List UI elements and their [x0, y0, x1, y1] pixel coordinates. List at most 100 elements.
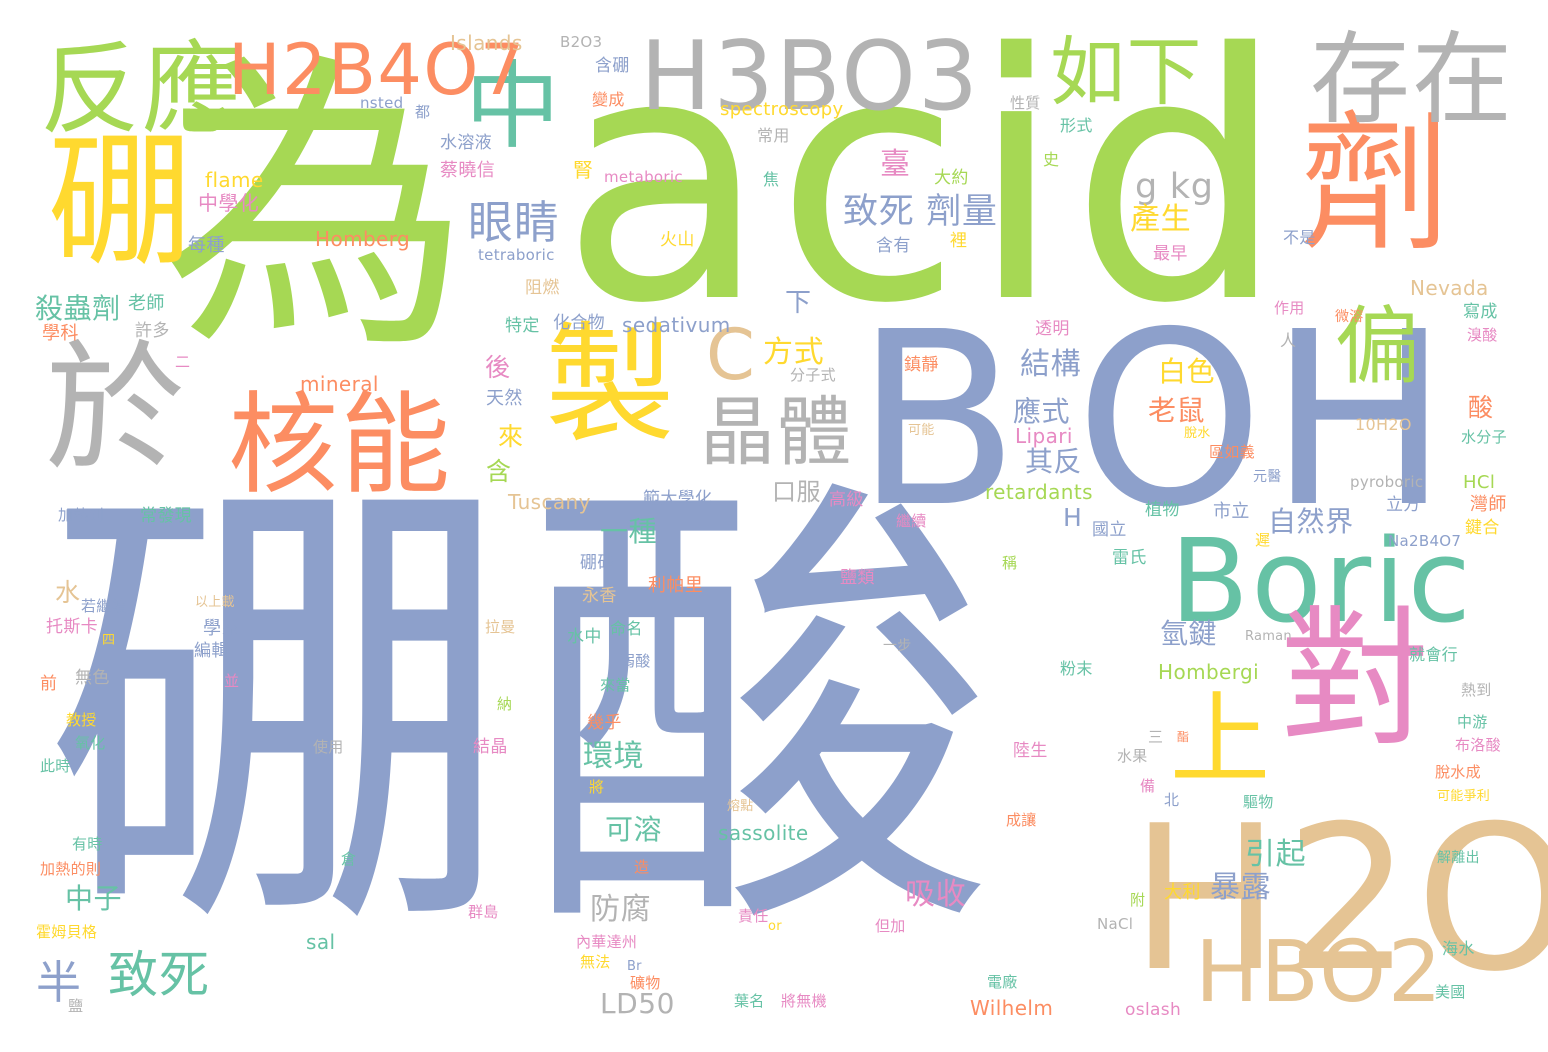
cloud-word: 弱酸: [620, 652, 651, 670]
cloud-word: 酸: [1468, 393, 1494, 422]
cloud-word: 將: [589, 778, 605, 796]
cloud-word: 特定: [505, 316, 540, 336]
cloud-word: 含: [486, 457, 512, 486]
cloud-word: sal: [306, 930, 336, 954]
cloud-word: 製: [545, 309, 678, 461]
cloud-word: 不是: [1283, 228, 1316, 247]
cloud-word: 幾乎: [587, 713, 622, 733]
cloud-word: 驅物: [1243, 793, 1274, 811]
cloud-word: 偏: [1335, 298, 1422, 397]
cloud-word: HBO2: [1195, 923, 1444, 1022]
cloud-word: 脫水: [1184, 426, 1211, 441]
cloud-word: H3BO3: [640, 22, 981, 132]
cloud-word: Nevada: [1410, 276, 1489, 300]
cloud-word: 上: [1170, 681, 1272, 798]
cloud-word: 礦物: [630, 974, 661, 992]
cloud-word: 每種: [188, 235, 225, 256]
cloud-word: 硼: [48, 118, 196, 287]
cloud-word: or: [768, 919, 782, 934]
cloud-word: 引起: [1245, 837, 1307, 872]
cloud-word: 美國: [1435, 983, 1466, 1001]
cloud-word: Hombergi: [1158, 660, 1260, 684]
cloud-word: 若繼續: [81, 597, 127, 615]
cloud-word: 中學化: [198, 191, 260, 215]
cloud-word: 含有: [876, 236, 911, 256]
cloud-word: 老鼠: [1148, 394, 1206, 427]
cloud-word: 前: [40, 674, 58, 694]
cloud-word: 環境: [583, 739, 645, 774]
cloud-word: 結構: [1020, 347, 1082, 382]
cloud-word: 致死 劑量: [843, 192, 998, 232]
cloud-word: Na2B4O7: [1388, 532, 1462, 550]
cloud-word: 火山: [660, 230, 695, 250]
cloud-word: 水中: [567, 627, 602, 647]
cloud-word: 水分子: [1461, 428, 1507, 446]
cloud-word: 蔡曉信: [440, 160, 496, 181]
cloud-word: 應式: [1013, 395, 1071, 428]
cloud-word: 可溶: [605, 813, 663, 846]
cloud-word: 焦: [763, 170, 780, 189]
cloud-word: 灣師: [1470, 494, 1507, 515]
cloud-word: 硼砂: [580, 553, 615, 573]
cloud-word: 中子: [65, 882, 123, 915]
cloud-word: NaCl: [1097, 915, 1134, 933]
cloud-word: 大利: [1164, 882, 1201, 903]
cloud-word: 植物: [1145, 500, 1180, 520]
cloud-word: 三: [1148, 728, 1164, 746]
cloud-word: 下: [785, 288, 812, 318]
cloud-word: 形式: [1060, 116, 1093, 135]
cloud-word: HCl: [1463, 472, 1496, 493]
cloud-word: spectroscopy: [720, 99, 844, 120]
cloud-word: 解離出: [1437, 850, 1480, 866]
cloud-word: 海水: [1442, 939, 1475, 958]
cloud-word: 含硼: [595, 56, 630, 76]
cloud-word: 晶體: [700, 388, 854, 476]
cloud-word: 可能爭利: [1437, 789, 1491, 804]
cloud-word: 溴酸: [1467, 326, 1498, 344]
cloud-word: 有時: [72, 835, 103, 853]
cloud-word: 遲: [1255, 531, 1271, 549]
cloud-word: 此時: [40, 757, 71, 775]
cloud-word: 天然: [486, 388, 523, 409]
cloud-word: 將無機: [781, 992, 827, 1010]
cloud-word: 利帕里: [648, 575, 704, 596]
cloud-word: 編輯: [194, 641, 229, 661]
cloud-word: 熔點: [727, 799, 754, 814]
cloud-word: Lipari: [1015, 424, 1073, 448]
cloud-word: 粉末: [1060, 659, 1093, 678]
cloud-word: 存在: [1310, 21, 1514, 138]
cloud-word: 氫鍵: [1160, 617, 1218, 650]
cloud-word: 人: [1280, 331, 1297, 350]
cloud-word: 硼酸: [45, 441, 1004, 988]
cloud-word: 元醫: [1253, 469, 1282, 485]
cloud-word: 分子式: [790, 366, 836, 384]
cloud-word: 中: [465, 52, 562, 162]
cloud-word: sassolite: [718, 821, 809, 845]
cloud-word: 中游: [1457, 713, 1488, 731]
cloud-word: 脫水成: [1435, 763, 1481, 781]
cloud-word: 加熱到: [58, 506, 104, 524]
cloud-word: 無法: [580, 953, 611, 971]
cloud-word: 附: [1130, 891, 1146, 909]
cloud-word: 北: [1164, 791, 1180, 809]
cloud-word: mineral: [300, 372, 379, 396]
cloud-word: 可能: [908, 423, 935, 438]
cloud-word: 倉: [341, 850, 357, 868]
cloud-word: 繼續: [896, 512, 927, 530]
cloud-word: 鍵合: [1465, 518, 1500, 538]
cloud-word: tetraboric: [478, 246, 555, 264]
cloud-word: 為: [160, 29, 477, 390]
cloud-word: 半: [36, 956, 82, 1009]
cloud-word: flame: [205, 168, 264, 192]
cloud-word: H2O: [1130, 783, 1548, 1016]
cloud-word: 變成: [592, 90, 625, 109]
cloud-word: 核能: [228, 381, 453, 509]
cloud-word: 致死: [108, 946, 210, 1004]
cloud-word: acid: [560, 0, 1293, 378]
cloud-word: Br: [627, 959, 642, 974]
cloud-word: LD50: [600, 987, 676, 1020]
cloud-word: 水果: [1117, 747, 1148, 765]
cloud-word: Boric: [1170, 515, 1474, 649]
cloud-word: 布洛酸: [1455, 736, 1501, 754]
cloud-word: nsted: [360, 94, 404, 112]
